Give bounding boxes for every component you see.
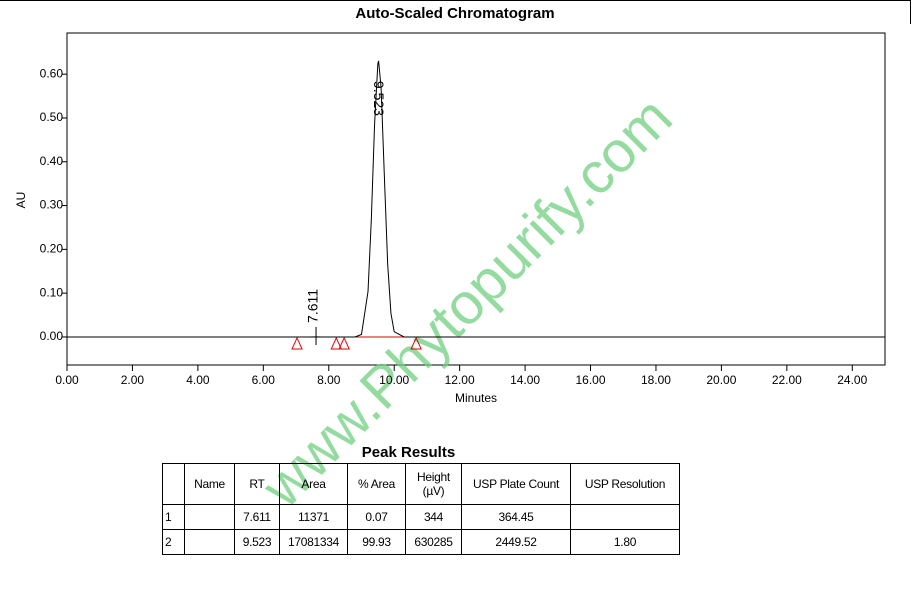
table-cell: 2 bbox=[162, 529, 185, 555]
table-title: Peak Results bbox=[361, 444, 456, 461]
x-tick-label: 8.00 bbox=[317, 373, 341, 387]
table-cell: 11371 bbox=[279, 504, 348, 530]
x-tick-label: 4.00 bbox=[186, 373, 210, 387]
table-cell: 1.80 bbox=[570, 529, 680, 555]
peak-label: 9.523 bbox=[371, 81, 387, 116]
table-cell: 7.611 bbox=[234, 504, 280, 530]
x-tick-label: 20.00 bbox=[706, 373, 736, 387]
baseline-event bbox=[338, 336, 350, 350]
x-tick-label: 24.00 bbox=[837, 373, 867, 387]
table-cell: 2449.52 bbox=[461, 529, 571, 555]
peak-table: Name RT Area% Area Height (µV) USP Plate Cou… bbox=[162, 463, 680, 555]
y-tick-label: 0.20 bbox=[40, 242, 64, 256]
table-cell: USP Resolution bbox=[570, 463, 680, 505]
peak-label: 7.611 bbox=[305, 289, 321, 323]
table-row: 2 9.523 17081334 99.93 630285 2449.52 1.80 bbox=[162, 529, 680, 555]
x-tick-label: 2.00 bbox=[121, 373, 145, 387]
table-cell: 364.45 bbox=[461, 504, 571, 530]
table-cell bbox=[184, 529, 235, 555]
table-cell bbox=[184, 504, 235, 530]
x-tick-label: 16.00 bbox=[576, 373, 606, 387]
table-cell: 99.93 bbox=[347, 529, 406, 555]
chromatogram-trace bbox=[67, 60, 885, 338]
x-tick-label: 12.00 bbox=[445, 373, 475, 387]
table-cell bbox=[162, 463, 185, 505]
baseline-event bbox=[330, 336, 343, 350]
table-cell: Name bbox=[184, 463, 235, 505]
table-cell: RT bbox=[234, 463, 280, 505]
y-axis-label: AU bbox=[14, 192, 28, 209]
table-cell: 9.523 bbox=[234, 529, 280, 555]
x-axis-label: Minutes bbox=[455, 391, 497, 405]
y-tick-label: 0.60 bbox=[40, 66, 64, 80]
y-tick-label: 0.50 bbox=[40, 110, 64, 124]
plot-frame bbox=[66, 32, 886, 366]
table-cell bbox=[570, 504, 680, 530]
x-tick-label: 18.00 bbox=[641, 373, 671, 387]
y-tick-label: 0.00 bbox=[40, 329, 64, 343]
table-row: 1 7.611 11371 0.07 344 364.45 bbox=[162, 504, 680, 530]
baseline-event bbox=[291, 336, 303, 350]
table-cell: USP Plate Count bbox=[461, 463, 571, 505]
table-cell: Height (µV) bbox=[405, 463, 462, 505]
x-tick-label: 22.00 bbox=[772, 373, 802, 387]
table-cell: Area bbox=[279, 463, 348, 505]
baseline-event bbox=[410, 336, 422, 350]
table-cell: 17081334 bbox=[279, 529, 348, 555]
table-cell: 630285 bbox=[405, 529, 462, 555]
table-cell: % Area bbox=[347, 463, 406, 505]
x-tick-label: 14.00 bbox=[510, 373, 540, 387]
x-tick-label: 6.00 bbox=[252, 373, 276, 387]
chart-title: Auto-Scaled Chromatogram bbox=[355, 5, 554, 22]
x-tick-label: 0.00 bbox=[55, 373, 79, 387]
y-tick-label: 0.30 bbox=[40, 198, 64, 212]
table-cell: 344 bbox=[405, 504, 462, 530]
table-row: Name RT Area% Area Height (µV) USP Plate Cou… bbox=[162, 463, 680, 505]
y-tick-label: 0.40 bbox=[40, 154, 64, 168]
x-tick-label: 10.00 bbox=[379, 373, 409, 387]
y-tick-label: 0.10 bbox=[40, 285, 64, 299]
table-cell: 0.07 bbox=[347, 504, 406, 530]
table-cell: 1 bbox=[162, 504, 185, 530]
